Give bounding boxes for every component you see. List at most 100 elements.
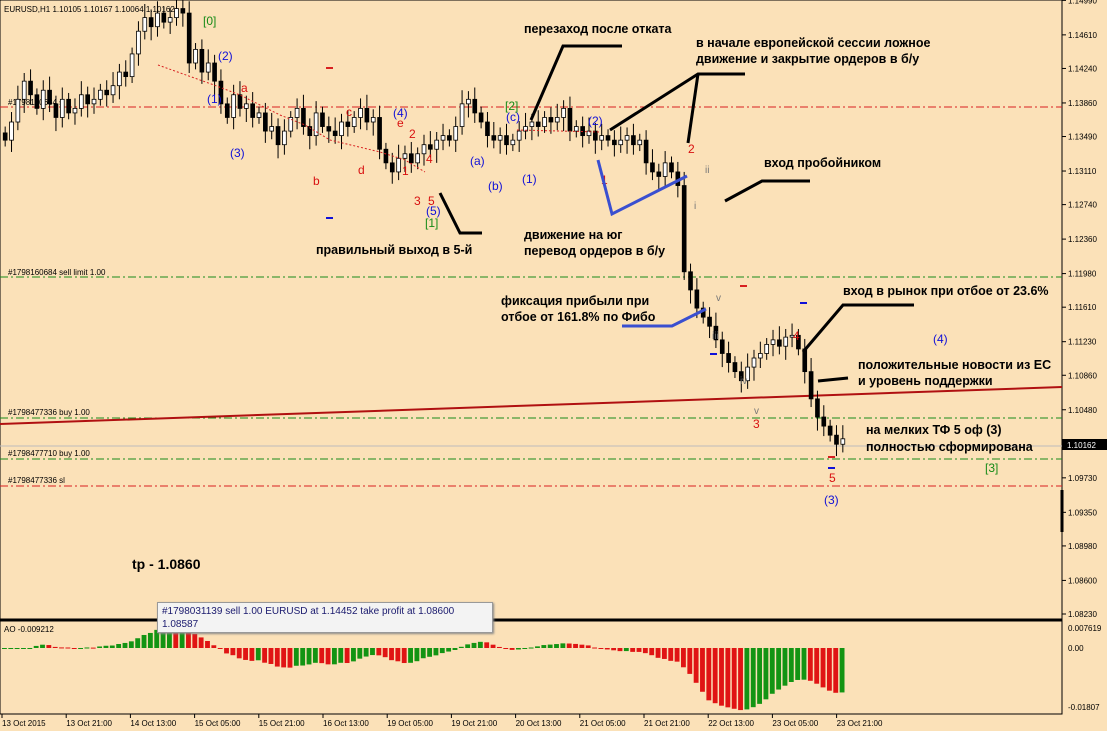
- support-trendline[interactable]: [0, 386, 1063, 425]
- time-tick-label: 16 Oct 13:00: [323, 719, 369, 728]
- candle-body: [719, 339, 725, 354]
- ao-bar: [230, 648, 236, 656]
- time-tick-label: 13 Oct 21:00: [66, 719, 112, 728]
- ao-bar: [769, 648, 775, 694]
- annotation-news-2: и уровень поддержки: [858, 374, 993, 388]
- candle-body: [485, 121, 490, 137]
- ao-bar: [325, 648, 331, 665]
- candle-body: [599, 135, 605, 141]
- ao-bar: [192, 633, 198, 648]
- ao-bar: [592, 647, 598, 649]
- ao-bar: [471, 642, 477, 648]
- ao-bar: [566, 643, 572, 648]
- ao-bar: [357, 648, 363, 659]
- candle-body: [732, 362, 738, 373]
- candle-body: [408, 153, 414, 164]
- price-tick-label: 1.13490: [1068, 133, 1097, 142]
- ao-bar: [458, 646, 464, 648]
- svg-text:(c): (c): [506, 110, 520, 124]
- candle-body: [789, 334, 795, 338]
- candle-body: [174, 8, 179, 19]
- ao-bar: [331, 648, 337, 665]
- candle-body: [612, 139, 617, 146]
- candle-body: [688, 271, 693, 291]
- svg-text:(1): (1): [207, 92, 222, 106]
- candle-body: [275, 126, 281, 146]
- svg-text:5: 5: [428, 194, 435, 208]
- candle-body: [440, 135, 446, 141]
- ao-bar: [287, 648, 293, 668]
- candle-body: [243, 103, 249, 109]
- ao-bar: [420, 648, 426, 659]
- ao-bar: [744, 648, 750, 710]
- candle-body: [472, 98, 478, 114]
- candle-body: [345, 121, 351, 127]
- ao-bar: [135, 638, 141, 648]
- candle-body: [237, 94, 243, 109]
- candle-body: [821, 416, 827, 427]
- candle-body: [402, 153, 408, 159]
- ao-bar: [401, 648, 407, 664]
- candle-body: [85, 94, 90, 105]
- candle-body: [288, 117, 294, 132]
- candle-body: [123, 71, 129, 78]
- ao-bar: [363, 648, 369, 657]
- svg-text:(3): (3): [230, 146, 245, 160]
- svg-text:3: 3: [753, 417, 760, 431]
- candle-body: [523, 126, 528, 132]
- time-axis: 13 Oct 2015 13 Oct 21:00 14 Oct 13:00 15 Oc…: [1, 714, 883, 728]
- candle-body: [421, 144, 427, 155]
- ao-bar: [763, 648, 769, 700]
- candle-body: [313, 112, 319, 137]
- candle-body: [694, 289, 700, 309]
- price-tick-label: 1.13110: [1068, 167, 1097, 176]
- candle-body: [593, 130, 598, 141]
- ao-bar: [719, 648, 724, 706]
- candle-body: [148, 17, 154, 28]
- ao-bar: [712, 648, 718, 704]
- ao-bar: [617, 648, 623, 652]
- ao-bar: [516, 648, 521, 650]
- ao-bar: [147, 632, 153, 648]
- ao-label: AO -0.009212: [4, 625, 54, 634]
- ao-bar: [801, 648, 807, 680]
- ao-bar: [731, 648, 737, 709]
- candle-body: [66, 98, 71, 114]
- price-tick-label: 1.11230: [1068, 338, 1097, 347]
- candle-body: [453, 126, 459, 141]
- ao-bar: [2, 648, 7, 649]
- candle-body: [586, 130, 592, 137]
- price-tick-label: 1.11610: [1068, 303, 1097, 312]
- ao-bar: [706, 648, 712, 701]
- svg-text:[1]: [1]: [425, 216, 438, 230]
- ao-bar: [52, 646, 58, 648]
- candle-body: [40, 89, 46, 109]
- candle-body: [656, 171, 662, 177]
- ao-bar: [46, 645, 52, 648]
- price-tick-label: 1.09350: [1068, 508, 1097, 517]
- ao-bar: [484, 642, 490, 648]
- ao-bar: [395, 648, 401, 662]
- price-tick-label: 1.14240: [1068, 64, 1097, 73]
- ao-bar: [433, 648, 439, 656]
- ao-bar: [725, 648, 731, 708]
- annotation-small-tf-1: на мелких ТФ 5 оф (3): [866, 423, 1002, 437]
- candle-body: [738, 371, 744, 382]
- time-tick-label: 19 Oct 21:00: [451, 719, 497, 728]
- order-label-sl-bottom: #1798477336 sl: [8, 476, 65, 485]
- ao-bar: [389, 648, 394, 661]
- price-tick-label: 1.10860: [1068, 371, 1097, 380]
- svg-text:2: 2: [688, 142, 695, 156]
- candle-body: [783, 336, 789, 347]
- price-tick-label: 1.14610: [1068, 31, 1097, 40]
- candle-body: [491, 135, 497, 141]
- ao-bar: [370, 648, 375, 656]
- candle-body: [681, 185, 687, 273]
- candle-body: [713, 325, 719, 341]
- ao-bar: [465, 644, 471, 648]
- candle-body: [339, 121, 344, 137]
- svg-text:(a): (a): [470, 154, 485, 168]
- ao-bar: [750, 648, 756, 708]
